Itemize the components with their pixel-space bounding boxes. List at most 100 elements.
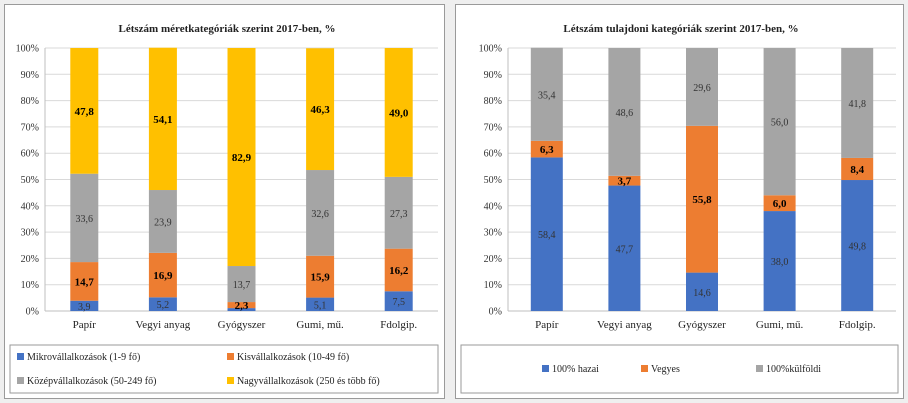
data-label: 41,8: [848, 99, 866, 110]
bar-segment: [530, 157, 563, 311]
x-tick-label: Papír: [73, 319, 97, 331]
legend-swatch: [17, 377, 24, 384]
y-tick-label: 50%: [484, 175, 502, 186]
data-label: 3,7: [618, 176, 632, 188]
x-tick-label: Gyógyszer: [218, 319, 266, 331]
bar-segment: [70, 300, 99, 311]
legend-box: [9, 344, 439, 394]
data-label: 23,9: [154, 217, 172, 228]
bar-segment: [384, 291, 413, 311]
bar-segment: [384, 48, 413, 177]
legend-swatch: [17, 353, 24, 360]
legend-swatch: [227, 377, 234, 384]
y-tick-label: 100%: [16, 44, 39, 55]
bar-segment: [306, 297, 335, 311]
data-label: 38,0: [771, 257, 789, 268]
bar-segment: [763, 195, 796, 212]
bar-segment: [148, 190, 177, 253]
legend-label: Középvállalkozások (50-249 fő): [27, 376, 156, 387]
bar-segment: [841, 180, 874, 311]
bar-segment: [686, 125, 718, 273]
y-tick-label: 60%: [484, 149, 502, 160]
x-tick-label: Papír: [535, 319, 559, 331]
y-tick-label: 30%: [484, 228, 502, 239]
bar-segment: [608, 48, 641, 176]
bar-segment: [70, 173, 99, 263]
data-label: 6,0: [773, 198, 787, 210]
data-label: 54,1: [153, 114, 172, 126]
data-label: 29,6: [693, 83, 711, 94]
data-label: 49,8: [848, 242, 866, 253]
data-label: 82,9: [232, 152, 252, 164]
data-label: 32,6: [311, 209, 329, 220]
bar-segment: [227, 302, 256, 309]
data-label: 33,6: [76, 214, 94, 225]
x-tick-label: Fdolgip.: [839, 319, 876, 331]
y-tick-label: 90%: [484, 70, 502, 81]
bar-segment: [306, 48, 335, 171]
legend-box: [460, 344, 899, 394]
y-tick-label: 80%: [21, 96, 39, 107]
y-tick-label: 40%: [21, 201, 39, 212]
bar-segment: [530, 140, 563, 158]
chart-size-categories: Létszám méretkategóriák szerint 2017-ben…: [9, 23, 439, 394]
y-tick-label: 10%: [21, 280, 39, 291]
legend-label: Mikrovállalkozások (1-9 fő): [27, 352, 140, 363]
data-label: 14,7: [75, 276, 95, 288]
y-tick-label: 30%: [21, 228, 39, 239]
data-label: 16,2: [389, 265, 409, 277]
y-tick-label: 90%: [21, 70, 39, 81]
bar-segment: [841, 157, 874, 181]
data-label: 47,8: [75, 106, 95, 118]
bar-segment: [227, 48, 256, 267]
bar-segment: [70, 48, 99, 174]
x-tick-label: Gumi, mű.: [296, 319, 344, 331]
bar-segment: [686, 272, 718, 311]
data-label: 14,6: [693, 288, 711, 299]
chart-panel-size-categories: Létszám méretkategóriák szerint 2017-ben…: [4, 4, 445, 399]
y-tick-label: 40%: [484, 201, 502, 212]
legend-label: 100% hazai: [552, 364, 599, 375]
y-tick-label: 20%: [21, 254, 39, 265]
legend-swatch: [641, 365, 648, 372]
bar-segment: [384, 176, 413, 249]
bar-segment: [148, 252, 177, 298]
bar-segment: [384, 248, 413, 292]
legend-label: Nagyvállalkozások (250 és több fő): [237, 376, 380, 387]
y-tick-label: 70%: [484, 122, 502, 133]
x-tick-label: Vegyi anyag: [597, 319, 652, 331]
data-label: 47,7: [616, 244, 634, 255]
x-tick-label: Fdolgip.: [380, 319, 417, 331]
legend-swatch: [542, 365, 549, 372]
bar-segment: [227, 266, 256, 303]
x-tick-label: Gumi, mű.: [756, 319, 804, 331]
data-label: 49,0: [389, 107, 409, 119]
data-label: 56,0: [771, 118, 789, 129]
data-label: 35,4: [538, 90, 556, 101]
data-label: 5,1: [314, 300, 327, 311]
bar-segment: [530, 47, 563, 141]
legend-label: Vegyes: [651, 364, 680, 375]
bar-segment: [148, 47, 177, 191]
x-tick-label: Vegyi anyag: [136, 319, 191, 331]
bar-segment: [608, 175, 641, 186]
data-label: 5,2: [157, 300, 170, 311]
bar-segment: [306, 255, 335, 298]
bar-segment: [148, 297, 177, 311]
y-tick-label: 70%: [21, 122, 39, 133]
data-label: 13,7: [233, 280, 251, 291]
data-label: 16,9: [153, 270, 173, 282]
data-label: 46,3: [310, 104, 330, 116]
data-label: 55,8: [692, 194, 712, 206]
legend-swatch: [227, 353, 234, 360]
x-tick-label: Gyógyszer: [678, 319, 726, 331]
y-tick-label: 100%: [479, 44, 502, 55]
data-label: 3,9: [78, 302, 91, 313]
data-label: 6,3: [540, 144, 554, 156]
bar-segment: [70, 262, 99, 301]
y-tick-label: 80%: [484, 96, 502, 107]
y-tick-label: 0%: [26, 307, 39, 318]
data-label: 8,4: [850, 164, 864, 176]
bar-segment: [306, 170, 335, 256]
legend-label: 100%külföldi: [766, 364, 821, 375]
